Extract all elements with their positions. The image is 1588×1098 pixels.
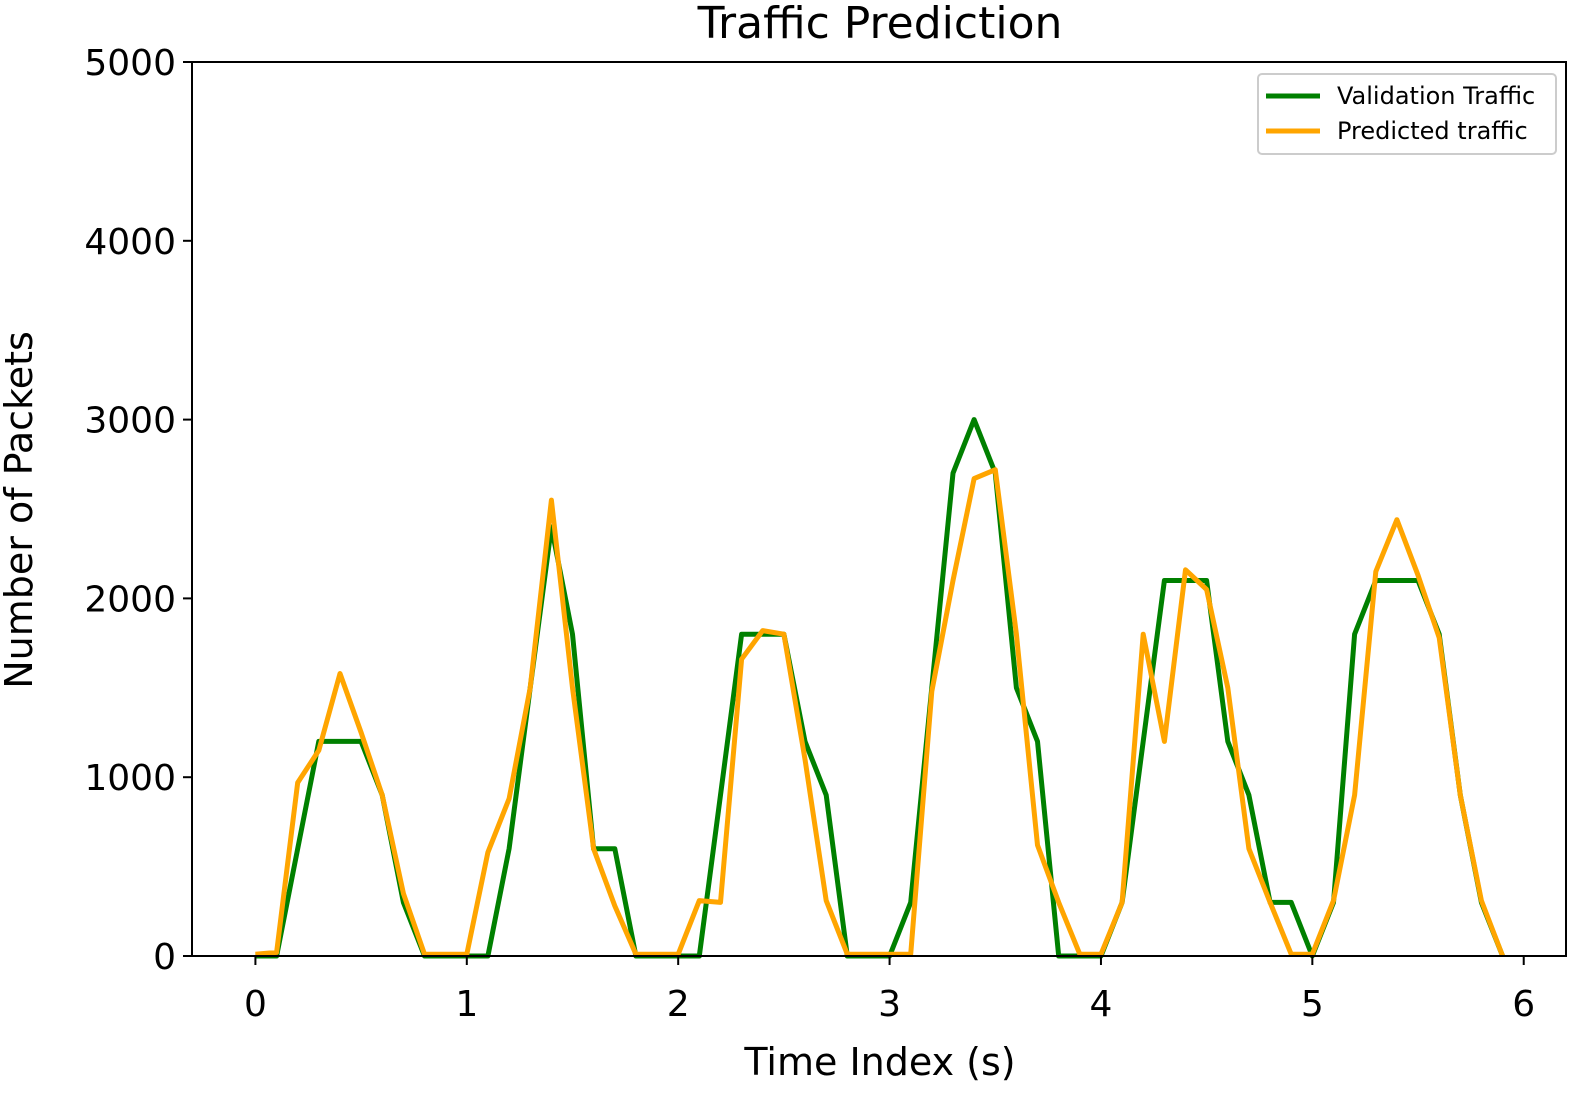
plot-frame: [191, 61, 1567, 957]
x-tick-label: 2: [667, 984, 690, 1025]
y-axis-title: Number of Packets: [0, 331, 41, 689]
x-tick-label: 4: [1090, 984, 1113, 1025]
y-tick-label: 5000: [84, 43, 176, 84]
y-tick-label: 2000: [84, 579, 176, 620]
legend-box: [1257, 73, 1557, 155]
legend-label: Validation Traffic: [1337, 82, 1535, 110]
plot-area: [191, 61, 1567, 959]
x-tick-label: 6: [1512, 984, 1535, 1025]
y-axis: 0 1000 2000 3000 4000 5000: [84, 43, 192, 978]
legend-label: Predicted traffic: [1337, 117, 1528, 145]
x-tick-label: 3: [878, 984, 901, 1025]
x-axis-title: Time Index (s): [743, 1040, 1015, 1084]
x-tick-label: 0: [244, 984, 267, 1025]
x-tick-label: 5: [1301, 984, 1324, 1025]
x-tick-label: 1: [455, 984, 478, 1025]
chart-title: Traffic Prediction: [697, 0, 1063, 49]
y-tick-label: 4000: [84, 222, 176, 263]
y-tick-label: 0: [153, 937, 176, 978]
series-line-predicted-traffic: [255, 467, 1505, 957]
x-axis: 0 1 2 3 4 5 6: [244, 956, 1535, 1025]
y-tick-label: 3000: [84, 401, 176, 442]
y-tick-label: 1000: [84, 758, 176, 799]
legend: Validation Traffic Predicted traffic: [1257, 73, 1557, 155]
